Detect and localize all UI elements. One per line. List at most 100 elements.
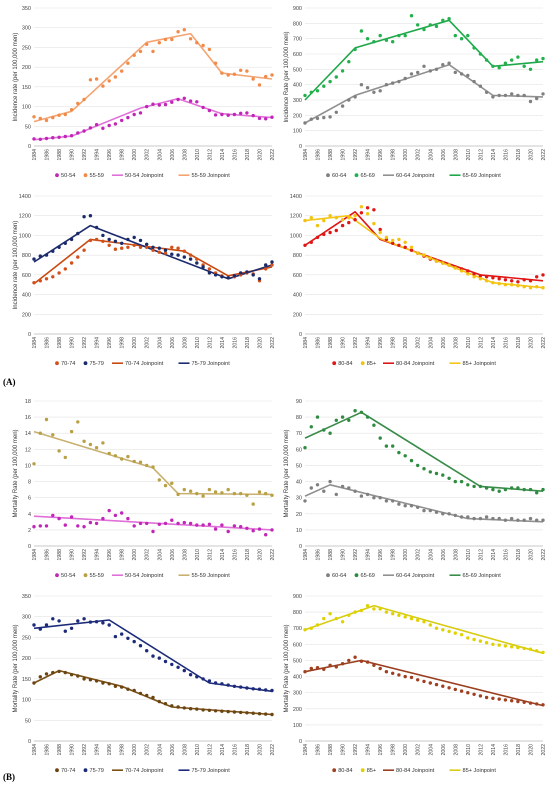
data-point bbox=[416, 251, 420, 255]
data-point bbox=[239, 710, 243, 715]
data-point bbox=[38, 524, 42, 528]
data-point bbox=[88, 520, 93, 525]
data-point bbox=[528, 67, 533, 72]
data-point bbox=[353, 47, 357, 52]
data-point bbox=[459, 633, 464, 637]
data-point bbox=[334, 418, 338, 422]
data-point bbox=[528, 487, 533, 492]
data-point bbox=[270, 263, 274, 267]
x-tick-label: 1994 bbox=[95, 149, 101, 161]
x-tick-label: 2020 bbox=[528, 744, 534, 756]
data-point bbox=[303, 93, 307, 98]
data-point bbox=[251, 687, 255, 691]
data-point bbox=[391, 40, 395, 44]
y-tick-label: 0 bbox=[28, 544, 31, 550]
data-point bbox=[322, 489, 326, 493]
data-point bbox=[182, 520, 186, 525]
data-point bbox=[220, 71, 224, 75]
data-point bbox=[232, 524, 237, 528]
data-point bbox=[138, 691, 143, 696]
data-point bbox=[365, 415, 370, 419]
x-tick-label: 2022 bbox=[541, 549, 547, 561]
data-point bbox=[157, 246, 161, 250]
x-tick-label: 2000 bbox=[132, 149, 138, 161]
data-point bbox=[126, 687, 130, 691]
data-point bbox=[101, 126, 105, 130]
y-axis-label: Mortality Rate (per 100,000 men) bbox=[13, 624, 19, 712]
data-point bbox=[113, 634, 118, 639]
data-point bbox=[57, 113, 61, 117]
legend-label: 60-64 Joinpoint bbox=[396, 573, 435, 579]
legend-label: 70-74 Joinpoint bbox=[125, 768, 164, 774]
legend-marker bbox=[83, 573, 88, 578]
data-point bbox=[188, 99, 193, 103]
legend-label: 85+ Joinpoint bbox=[463, 361, 497, 367]
data-point bbox=[484, 58, 489, 62]
data-point bbox=[340, 620, 345, 624]
data-point bbox=[497, 277, 501, 281]
x-tick-label: 1988 bbox=[57, 149, 63, 161]
data-point bbox=[213, 61, 218, 65]
data-point bbox=[459, 479, 464, 484]
chart-B4: Mortality Rate (per 100,000 men) 0 100 200 3… bbox=[284, 594, 547, 774]
x-tick-label: 2020 bbox=[528, 549, 534, 561]
data-point bbox=[245, 493, 249, 497]
chart-B2: Mortality Rate (per 100,000 men) 0 10 20 30 4… bbox=[284, 399, 547, 579]
data-point bbox=[347, 658, 351, 663]
data-point bbox=[397, 673, 401, 677]
data-point bbox=[107, 237, 111, 242]
data-point bbox=[101, 441, 105, 445]
data-point bbox=[94, 77, 99, 81]
data-point bbox=[503, 518, 508, 522]
data-point bbox=[207, 108, 212, 113]
data-point bbox=[422, 508, 426, 513]
data-point bbox=[157, 41, 161, 45]
y-tick-label: 400 bbox=[293, 83, 302, 89]
x-tick-label: 2008 bbox=[182, 549, 188, 561]
x-tick-label: 2016 bbox=[503, 149, 509, 161]
x-tick-label: 2012 bbox=[478, 149, 484, 161]
data-point bbox=[195, 675, 199, 679]
data-point bbox=[157, 656, 161, 660]
data-point bbox=[409, 248, 414, 252]
y-tick-label: 50 bbox=[296, 463, 302, 469]
data-point bbox=[453, 266, 457, 270]
data-point bbox=[372, 607, 376, 611]
data-point bbox=[478, 84, 483, 88]
data-point bbox=[384, 235, 389, 240]
data-point bbox=[510, 699, 514, 703]
x-tick-label: 1990 bbox=[70, 149, 76, 161]
data-point bbox=[145, 104, 149, 109]
data-point bbox=[397, 237, 401, 242]
data-point bbox=[226, 73, 230, 77]
data-point bbox=[226, 276, 230, 280]
data-point bbox=[126, 516, 130, 521]
data-point bbox=[347, 486, 351, 490]
legend-marker bbox=[326, 173, 330, 178]
data-point bbox=[107, 451, 111, 456]
data-point bbox=[491, 64, 495, 69]
x-tick-label: 1998 bbox=[391, 549, 397, 561]
data-point bbox=[126, 245, 130, 249]
data-point bbox=[94, 237, 99, 242]
legend-marker bbox=[55, 173, 59, 178]
x-tick-label: 1990 bbox=[341, 549, 347, 561]
legend-marker bbox=[360, 361, 365, 366]
x-tick-label: 2014 bbox=[220, 744, 226, 756]
data-point bbox=[63, 523, 67, 527]
y-tick-label: 40 bbox=[296, 480, 302, 486]
data-point bbox=[510, 58, 514, 62]
data-point bbox=[372, 423, 376, 427]
data-point bbox=[51, 617, 55, 621]
data-point bbox=[422, 27, 426, 32]
data-point bbox=[315, 623, 320, 627]
x-tick-label: 1986 bbox=[45, 549, 51, 561]
data-point bbox=[340, 69, 345, 73]
data-point bbox=[76, 101, 80, 106]
data-point bbox=[195, 491, 199, 496]
x-tick-label: 2008 bbox=[453, 337, 459, 349]
y-tick-label: 300 bbox=[293, 98, 302, 104]
data-point bbox=[82, 215, 86, 219]
data-point bbox=[44, 623, 49, 627]
x-tick-label: 1990 bbox=[341, 744, 347, 756]
